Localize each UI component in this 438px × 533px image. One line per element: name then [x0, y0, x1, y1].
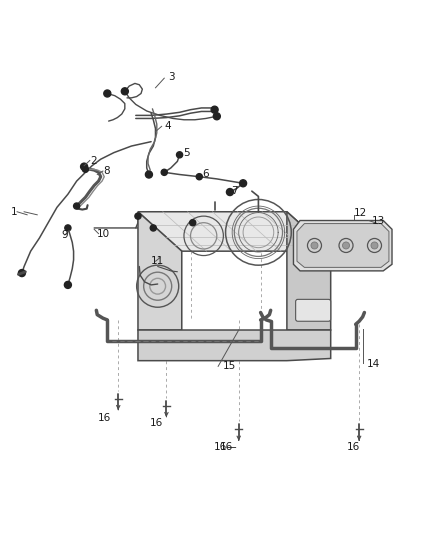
Circle shape [121, 88, 128, 95]
Polygon shape [138, 212, 331, 251]
Text: 15: 15 [223, 361, 236, 372]
Text: 16: 16 [347, 442, 360, 452]
Circle shape [65, 225, 71, 231]
Circle shape [343, 242, 350, 249]
Circle shape [371, 242, 378, 249]
Text: 2: 2 [90, 156, 96, 166]
Text: 8: 8 [103, 166, 110, 176]
Circle shape [177, 152, 183, 158]
Circle shape [82, 166, 88, 172]
Circle shape [240, 180, 247, 187]
Circle shape [81, 163, 88, 170]
Circle shape [213, 113, 220, 120]
Circle shape [104, 90, 111, 97]
Text: 16—: 16— [214, 442, 237, 452]
Circle shape [211, 106, 218, 113]
Text: 1: 1 [11, 207, 18, 217]
Circle shape [226, 189, 233, 196]
Polygon shape [297, 223, 389, 268]
Polygon shape [138, 212, 182, 330]
Circle shape [190, 220, 196, 226]
Text: 10: 10 [97, 229, 110, 239]
Text: 13: 13 [371, 215, 385, 225]
Circle shape [196, 174, 202, 180]
Text: 7: 7 [231, 186, 238, 196]
Circle shape [74, 203, 80, 209]
Polygon shape [293, 221, 392, 271]
Circle shape [150, 225, 156, 231]
Circle shape [135, 213, 141, 219]
Polygon shape [138, 330, 331, 361]
Polygon shape [287, 212, 331, 330]
Text: 9: 9 [61, 230, 68, 240]
Circle shape [64, 281, 71, 288]
Text: 3: 3 [169, 72, 175, 82]
Text: 14: 14 [367, 359, 380, 369]
Circle shape [18, 270, 25, 277]
Text: 4: 4 [164, 122, 171, 131]
Text: 11: 11 [151, 256, 164, 266]
Circle shape [161, 169, 167, 175]
Text: 12: 12 [354, 208, 367, 218]
Text: 16: 16 [220, 442, 233, 452]
Text: 16: 16 [150, 418, 163, 429]
Circle shape [145, 171, 152, 178]
FancyBboxPatch shape [296, 300, 331, 321]
Circle shape [311, 242, 318, 249]
Text: 5: 5 [183, 149, 190, 158]
Text: 16: 16 [98, 413, 111, 423]
Text: 6: 6 [202, 168, 209, 179]
